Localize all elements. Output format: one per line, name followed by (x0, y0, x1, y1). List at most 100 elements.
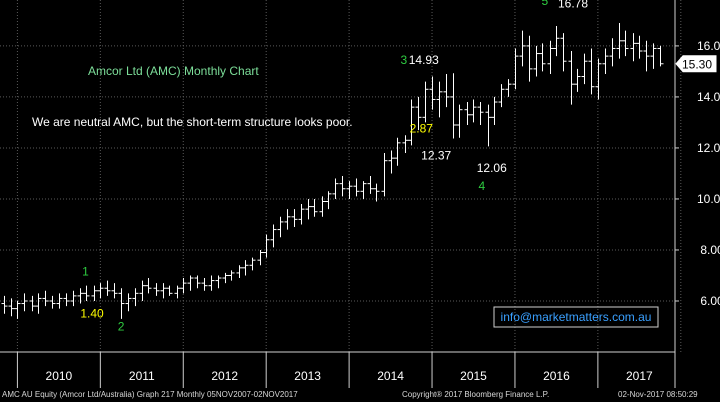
ohlc-bar-33 (228, 270, 235, 281)
ohlc-bar-58 (402, 135, 409, 154)
ohlc-bar-82 (568, 51, 575, 105)
ohlc-bar-1 (8, 298, 15, 317)
y-tick-label-4: 14.00 (697, 90, 720, 104)
annotation-5: 2.87 (410, 122, 434, 136)
ohlc-bar-76 (526, 35, 533, 82)
ohlc-bar-34 (236, 265, 243, 279)
ohlc-bar-75 (519, 30, 526, 67)
ohlc-bar-62 (429, 76, 436, 110)
ohlc-bar-94 (650, 43, 657, 69)
ohlc-bar-43 (298, 204, 305, 225)
ohlc-bar-30 (208, 275, 215, 291)
footer: AMC AU Equity (Amcor Ltd/Australia) Grap… (0, 388, 720, 402)
ohlc-bar-41 (284, 209, 291, 230)
ohlc-bar-24 (166, 285, 173, 296)
y-tick-label-2: 10.00 (697, 192, 720, 206)
chart-comment: We are neutral AMC, but the short-term s… (32, 115, 353, 129)
x-year-label-1: 2011 (129, 369, 155, 383)
ohlc-bar-6 (42, 290, 49, 307)
annotation-0: 1 (82, 264, 89, 278)
ohlc-bar-8 (56, 293, 63, 309)
annotation-1: 1.40 (80, 307, 104, 321)
ohlc-bar-73 (505, 79, 512, 97)
ohlc-bar-5 (35, 293, 42, 314)
ohlc-bar-3 (21, 293, 28, 312)
x-year-label-5: 2015 (460, 369, 487, 383)
ohlc-bar-72 (498, 84, 505, 108)
ohlc-bar-66 (456, 104, 463, 138)
ohlc-bar-78 (539, 43, 546, 72)
footer-middle: Copyright® 2017 Bloomberg Finance L.P. (402, 390, 550, 399)
annotation-10: 16.78 (558, 0, 588, 11)
ohlc-bar-25 (174, 285, 181, 299)
ohlc-bar-81 (560, 33, 567, 72)
ohlc-bar-49 (339, 176, 346, 197)
ohlc-bar-46 (319, 196, 326, 217)
ohlc-bar-18 (125, 293, 132, 312)
ohlc-bar-55 (381, 153, 388, 197)
ohlc-bar-37 (257, 249, 264, 266)
ohlc-bar-61 (422, 81, 429, 123)
ohlc-bar-87 (602, 48, 609, 74)
annotation-8: 4 (478, 179, 485, 193)
ohlc-bar-42 (291, 209, 298, 228)
annotation-7: 12.06 (477, 161, 507, 175)
annotation-4: 14.93 (409, 53, 439, 67)
ohlc-bar-80 (553, 26, 560, 57)
ohlc-bar-22 (153, 283, 160, 296)
y-tick-label-1: 8.00 (700, 243, 720, 257)
ohlc-bar-57 (394, 137, 401, 166)
x-year-label-0: 2010 (46, 369, 73, 383)
ohlc-bar-0 (1, 295, 8, 314)
ohlc-bar-32 (222, 272, 229, 284)
ohlc-bar-71 (491, 96, 498, 125)
ohlc-bar-85 (588, 48, 595, 95)
ohlc-bar-11 (77, 288, 84, 304)
ohlc-bar-48 (332, 178, 339, 199)
contact-box-border (493, 306, 659, 328)
ohlc-bar-13 (91, 285, 98, 301)
ohlc-bar-12 (83, 285, 90, 301)
ohlc-bar-70 (485, 104, 492, 147)
ohlc-bar-91 (630, 33, 637, 62)
ohlc-bar-39 (270, 224, 277, 248)
ohlc-bar-2 (14, 300, 21, 319)
ohlc-bar-64 (443, 73, 450, 108)
ohlc-bar-92 (636, 35, 643, 59)
ohlc-bar-52 (360, 181, 367, 199)
x-year-label-2: 2012 (211, 369, 238, 383)
x-year-label-3: 2013 (294, 369, 321, 383)
ohlc-bar-35 (242, 260, 249, 276)
last-price-label: 15.30 (682, 57, 712, 71)
ohlc-bar-59 (408, 99, 415, 146)
ohlc-bar-74 (512, 48, 519, 90)
ohlc-bar-36 (249, 257, 256, 271)
footer-left: AMC AU Equity (Amcor Ltd/Australia) Grap… (2, 390, 298, 399)
ohlc-bar-31 (215, 275, 222, 289)
ohlc-bar-29 (201, 278, 208, 291)
annotation-6: 12.37 (421, 148, 451, 162)
ohlc-bar-50 (346, 181, 353, 199)
ohlc-bar-68 (470, 99, 477, 123)
ohlc-bar-15 (104, 280, 111, 296)
last-price-marker: 15.30 (675, 55, 717, 73)
annotation-3: 3 (400, 53, 407, 67)
ohlc-bar-26 (180, 278, 187, 294)
ohlc-bar-45 (311, 198, 318, 217)
bar-layer (1, 22, 664, 319)
ohlc-bar-90 (622, 30, 629, 57)
footer-right: 02-Nov-2017 08:50:29 (618, 390, 698, 399)
contact-box: info@marketmatters.com.au (493, 306, 659, 328)
y-tick-label-0: 6.00 (700, 294, 720, 308)
y-tick-label-5: 16.00 (697, 39, 720, 53)
last-price-box (675, 55, 717, 73)
ohlc-bar-54 (373, 183, 380, 202)
ohlc-bar-86 (595, 58, 602, 100)
ohlc-bar-38 (263, 234, 270, 258)
ohlc-bar-65 (450, 73, 457, 139)
ohlc-bar-60 (415, 96, 422, 131)
ohlc-bar-69 (477, 102, 484, 125)
ohlc-bar-21 (145, 278, 152, 294)
ohlc-bar-20 (139, 280, 146, 301)
